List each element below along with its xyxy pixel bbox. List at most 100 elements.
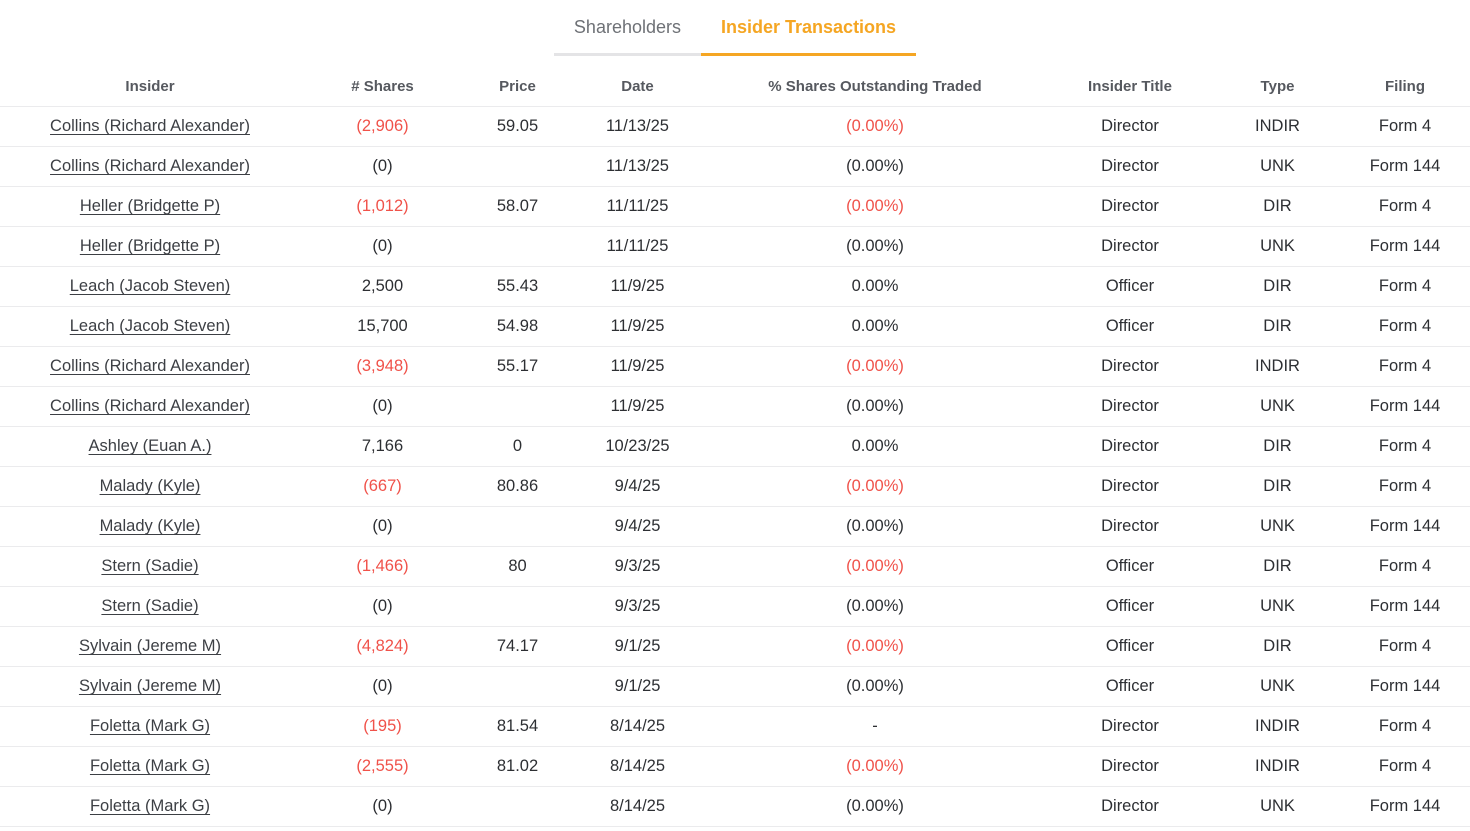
date-cell: 11/13/25 xyxy=(570,146,705,187)
column-header-filing[interactable]: Filing xyxy=(1340,66,1470,107)
table-body: Collins (Richard Alexander) (2,906) 59.0… xyxy=(0,106,1470,827)
insider-link[interactable]: Leach (Jacob Steven) xyxy=(69,317,231,335)
shares-cell: (0) xyxy=(300,146,465,187)
tab-insider-transactions[interactable]: Insider Transactions xyxy=(701,0,917,56)
shares-cell: (0) xyxy=(300,586,465,627)
column-header-date[interactable]: Date xyxy=(570,66,705,107)
type-cell: UNK xyxy=(1215,506,1340,547)
insider-title-cell: Officer xyxy=(1045,626,1215,667)
date-cell: 11/11/25 xyxy=(570,226,705,267)
date-cell: 8/14/25 xyxy=(570,746,705,787)
shares-cell: (0) xyxy=(300,666,465,707)
price-cell: 54.98 xyxy=(465,306,570,347)
insider-title-cell: Director xyxy=(1045,106,1215,147)
insider-title-cell: Officer xyxy=(1045,546,1215,587)
filing-cell: Form 4 xyxy=(1340,106,1470,147)
table-row: Stern (Sadie) (0) 9/3/25 (0.00%) Officer… xyxy=(0,586,1470,627)
type-cell: DIR xyxy=(1215,626,1340,667)
column-header-pct-shares-outstanding[interactable]: % Shares Outstanding Traded xyxy=(705,66,1045,107)
insider-link[interactable]: Foletta (Mark G) xyxy=(89,757,211,775)
date-cell: 9/4/25 xyxy=(570,506,705,547)
insider-cell: Foletta (Mark G) xyxy=(0,746,300,787)
price-cell xyxy=(465,786,570,827)
date-cell: 11/9/25 xyxy=(570,346,705,387)
column-header-insider-title[interactable]: Insider Title xyxy=(1045,66,1215,107)
insider-cell: Heller (Bridgette P) xyxy=(0,186,300,227)
filing-cell: Form 4 xyxy=(1340,626,1470,667)
type-cell: DIR xyxy=(1215,546,1340,587)
table-row: Collins (Richard Alexander) (3,948) 55.1… xyxy=(0,346,1470,387)
shares-cell: (667) xyxy=(300,466,465,507)
column-header-insider[interactable]: Insider xyxy=(0,66,300,107)
insider-link[interactable]: Foletta (Mark G) xyxy=(89,717,211,735)
column-header-type[interactable]: Type xyxy=(1215,66,1340,107)
insider-link[interactable]: Malady (Kyle) xyxy=(99,477,201,495)
insider-link[interactable]: Heller (Bridgette P) xyxy=(79,237,221,255)
insider-cell: Stern (Sadie) xyxy=(0,546,300,587)
insider-title-cell: Director xyxy=(1045,466,1215,507)
pct-cell: (0.00%) xyxy=(705,186,1045,227)
filing-cell: Form 144 xyxy=(1340,386,1470,427)
shares-cell: (3,948) xyxy=(300,346,465,387)
insider-link[interactable]: Collins (Richard Alexander) xyxy=(50,397,250,415)
shares-cell: 15,700 xyxy=(300,306,465,347)
insider-link[interactable]: Stern (Sadie) xyxy=(101,597,199,615)
type-cell: INDIR xyxy=(1215,746,1340,787)
insider-title-cell: Director xyxy=(1045,746,1215,787)
insider-link[interactable]: Collins (Richard Alexander) xyxy=(50,357,250,375)
pct-cell: (0.00%) xyxy=(705,746,1045,787)
insider-title-cell: Director xyxy=(1045,146,1215,187)
price-cell: 55.43 xyxy=(465,266,570,307)
pct-cell: (0.00%) xyxy=(705,386,1045,427)
shares-cell: (195) xyxy=(300,706,465,747)
date-cell: 11/13/25 xyxy=(570,106,705,147)
type-cell: DIR xyxy=(1215,186,1340,227)
insider-cell: Foletta (Mark G) xyxy=(0,706,300,747)
date-cell: 9/1/25 xyxy=(570,626,705,667)
insider-cell: Collins (Richard Alexander) xyxy=(0,106,300,147)
shares-cell: (1,012) xyxy=(300,186,465,227)
insider-cell: Collins (Richard Alexander) xyxy=(0,346,300,387)
tab-bar: Shareholders Insider Transactions xyxy=(0,0,1470,56)
column-header-shares[interactable]: # Shares xyxy=(300,66,465,107)
price-cell xyxy=(465,586,570,627)
column-header-price[interactable]: Price xyxy=(465,66,570,107)
filing-cell: Form 4 xyxy=(1340,546,1470,587)
table-row: Collins (Richard Alexander) (2,906) 59.0… xyxy=(0,106,1470,147)
insider-title-cell: Director xyxy=(1045,786,1215,827)
insider-cell: Collins (Richard Alexander) xyxy=(0,146,300,187)
type-cell: UNK xyxy=(1215,146,1340,187)
pct-cell: (0.00%) xyxy=(705,466,1045,507)
tab-shareholders[interactable]: Shareholders xyxy=(553,0,701,56)
pct-cell: (0.00%) xyxy=(705,586,1045,627)
table-row: Sylvain (Jereme M) (4,824) 74.17 9/1/25 … xyxy=(0,626,1470,667)
shares-cell: 7,166 xyxy=(300,426,465,467)
table-header: Insider # Shares Price Date % Shares Out… xyxy=(0,66,1470,107)
table-row: Collins (Richard Alexander) (0) 11/9/25 … xyxy=(0,386,1470,427)
insider-link[interactable]: Collins (Richard Alexander) xyxy=(50,117,250,135)
shares-cell: (1,466) xyxy=(300,546,465,587)
date-cell: 8/14/25 xyxy=(570,786,705,827)
insider-link[interactable]: Ashley (Euan A.) xyxy=(88,437,212,455)
table-row: Heller (Bridgette P) (0) 11/11/25 (0.00%… xyxy=(0,226,1470,267)
insider-link[interactable]: Leach (Jacob Steven) xyxy=(69,277,231,295)
insider-link[interactable]: Collins (Richard Alexander) xyxy=(50,157,250,175)
type-cell: DIR xyxy=(1215,426,1340,467)
price-cell: 58.07 xyxy=(465,186,570,227)
date-cell: 11/11/25 xyxy=(570,186,705,227)
insider-link[interactable]: Heller (Bridgette P) xyxy=(79,197,221,215)
insider-link[interactable]: Foletta (Mark G) xyxy=(89,797,211,815)
type-cell: DIR xyxy=(1215,306,1340,347)
shares-cell: (0) xyxy=(300,506,465,547)
insider-link[interactable]: Malady (Kyle) xyxy=(99,517,201,535)
insider-link[interactable]: Sylvain (Jereme M) xyxy=(78,677,222,695)
shares-cell: (0) xyxy=(300,786,465,827)
pct-cell: (0.00%) xyxy=(705,226,1045,267)
price-cell xyxy=(465,226,570,267)
insider-cell: Leach (Jacob Steven) xyxy=(0,266,300,307)
table-row: Malady (Kyle) (0) 9/4/25 (0.00%) Directo… xyxy=(0,506,1470,547)
filing-cell: Form 4 xyxy=(1340,346,1470,387)
insider-link[interactable]: Sylvain (Jereme M) xyxy=(78,637,222,655)
insider-cell: Collins (Richard Alexander) xyxy=(0,386,300,427)
insider-link[interactable]: Stern (Sadie) xyxy=(101,557,199,575)
